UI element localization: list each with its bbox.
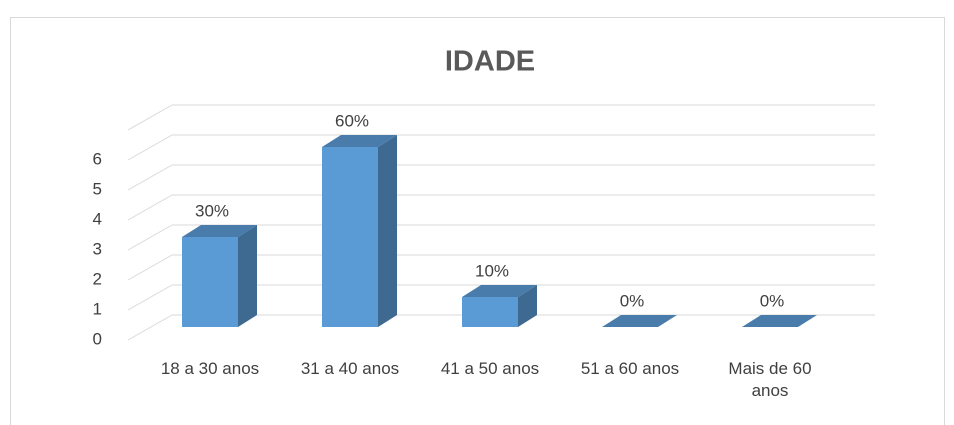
y-tick-label: 6 xyxy=(93,149,102,168)
bar-top xyxy=(462,285,537,297)
bar-side xyxy=(238,225,257,327)
bar xyxy=(182,237,238,327)
x-tick-label: 51 a 60 anos xyxy=(580,359,680,378)
x-tick-label: 18 a 30 anos xyxy=(160,359,260,378)
grid-line xyxy=(127,254,173,281)
grid-line xyxy=(127,284,173,311)
y-tick-label: 2 xyxy=(93,269,102,288)
bar-top xyxy=(182,225,257,237)
bar-top xyxy=(742,315,817,327)
bar xyxy=(322,147,378,327)
value-label: 60% xyxy=(335,111,369,130)
x-tick-label: 31 a 40 anos xyxy=(300,359,400,378)
grid-line xyxy=(127,134,173,161)
bar-side xyxy=(378,135,397,327)
y-tick-label: 5 xyxy=(93,179,102,198)
y-tick-label: 1 xyxy=(93,299,102,318)
grid-line xyxy=(127,224,173,251)
value-label: 10% xyxy=(475,261,509,280)
bar-top xyxy=(602,315,677,327)
bar-top xyxy=(322,135,397,147)
grid-line xyxy=(127,104,173,131)
y-tick-label: 4 xyxy=(93,209,102,228)
y-tick-label: 3 xyxy=(93,239,102,258)
value-label: 0% xyxy=(620,291,645,310)
value-label: 30% xyxy=(195,201,229,220)
y-tick-label: 0 xyxy=(93,329,102,348)
bar xyxy=(462,297,518,327)
grid-line xyxy=(127,194,173,221)
chart-title: IDADE xyxy=(445,46,535,78)
grid-line xyxy=(127,164,173,191)
bar-side xyxy=(518,285,537,327)
grid-line xyxy=(127,314,173,341)
value-label: 0% xyxy=(760,291,785,310)
chart-border xyxy=(10,17,945,425)
x-tick-label: Mais de 60 anos xyxy=(728,359,812,400)
x-tick-label: 41 a 50 anos xyxy=(440,359,540,378)
